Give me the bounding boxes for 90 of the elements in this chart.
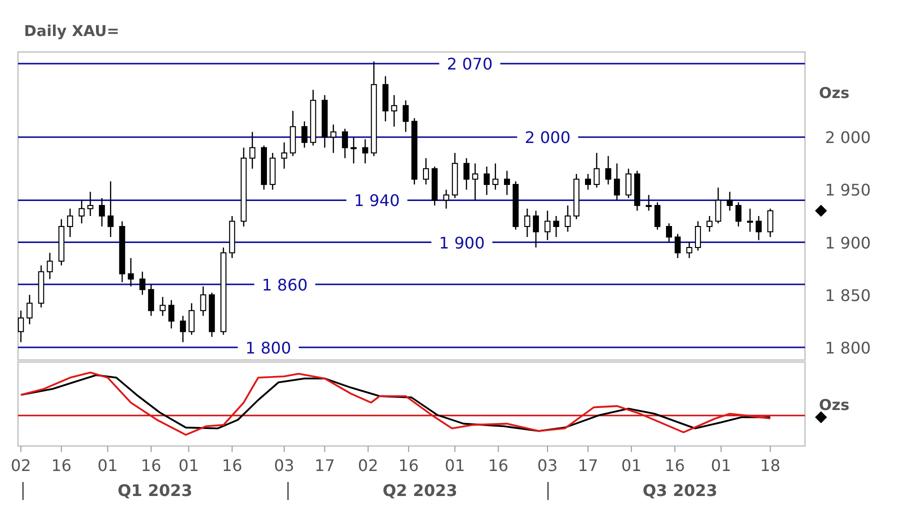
- y-tick-label: 2 000: [825, 128, 871, 148]
- y-tick-label: 1 900: [825, 233, 871, 252]
- x-tick-label: 01: [710, 456, 732, 475]
- candlestick: [492, 162, 498, 190]
- x-tick-label: 16: [488, 456, 508, 475]
- candlestick: [168, 299, 174, 330]
- candlestick: [654, 202, 660, 230]
- candlestick: [564, 204, 571, 232]
- candlestick: [391, 94, 398, 128]
- candlestick: [706, 215, 713, 232]
- y-tick-label: 1 950: [825, 180, 871, 200]
- candlestick: [78, 200, 85, 224]
- candlestick: [281, 142, 288, 170]
- ref-line-label: 2 000: [524, 128, 571, 148]
- chart-title: Daily XAU=: [24, 22, 120, 40]
- candlestick: [484, 166, 490, 196]
- x-tick-label: 01: [621, 456, 642, 475]
- text: Q2 2023: [382, 481, 458, 500]
- candlestick: [200, 286, 206, 316]
- candlestick: [180, 315, 186, 343]
- candlestick: [674, 233, 681, 259]
- candlestick: [18, 310, 24, 343]
- y-axis-title: Ozs: [819, 84, 850, 102]
- y-axis-title: Ozs: [819, 396, 850, 414]
- candlestick: [472, 162, 478, 201]
- ref-line-label: 1 940: [354, 191, 400, 210]
- candlestick: [422, 158, 429, 186]
- candlestick: [108, 180, 114, 238]
- x-tick-label: 01: [98, 456, 118, 475]
- candlestick: [626, 168, 632, 199]
- ref-line-label: 2 070: [446, 54, 493, 74]
- y-tick-label: 1 800: [825, 338, 871, 358]
- x-tick-label: 16: [140, 456, 162, 475]
- candlestick: [350, 136, 357, 164]
- candlestick: [756, 215, 762, 241]
- candlestick: [726, 191, 733, 212]
- x-tick-label: 02: [358, 456, 378, 475]
- text: Q3 2023: [642, 481, 718, 500]
- y-tick-label: 1 850: [825, 286, 871, 305]
- candlestick: [330, 124, 336, 154]
- candlestick: [362, 138, 368, 164]
- candlestick: [148, 284, 154, 316]
- ref-line-label: 1 900: [438, 233, 485, 252]
- candlestick: [524, 208, 530, 238]
- candlestick: [139, 271, 146, 296]
- x-tick-label: 16: [398, 456, 419, 475]
- candlestick: [98, 198, 105, 228]
- candlestick: [594, 152, 600, 188]
- x-tick-label: 17: [578, 456, 598, 475]
- candlestick: [160, 296, 166, 316]
- candlestick: [463, 158, 470, 190]
- candlestick: [301, 120, 308, 148]
- x-tick-label: 01: [178, 456, 199, 475]
- candlestick: [553, 215, 560, 238]
- ref-line-label: 1 860: [262, 275, 308, 294]
- x-tick-label: 18: [760, 456, 780, 475]
- x-tick-label: 03: [537, 456, 558, 475]
- candlestick: [715, 187, 722, 224]
- ref-line-label: 1 800: [245, 338, 292, 358]
- candlestick: [46, 252, 53, 280]
- candlestick: [87, 191, 94, 217]
- x-tick-label: 16: [222, 456, 242, 475]
- candlestick: [402, 100, 409, 132]
- candlestick: [188, 302, 195, 336]
- candlestick: [735, 202, 742, 228]
- candlestick: [646, 194, 652, 212]
- candlestick: [614, 162, 620, 201]
- x-tick-label: 17: [314, 456, 335, 475]
- candlestick: [767, 208, 774, 238]
- candlestick: [128, 257, 134, 288]
- x-tick-label: 01: [444, 456, 466, 475]
- candlestick: [67, 208, 74, 238]
- candlestick: [694, 220, 701, 252]
- candlestick: [504, 170, 510, 196]
- candlestick: [605, 155, 612, 186]
- x-tick-label: 16: [664, 456, 685, 475]
- x-tick-label: 16: [51, 456, 72, 475]
- x-tick-label: 03: [274, 456, 294, 475]
- candlestick: [666, 222, 672, 243]
- candlestick: [747, 208, 754, 232]
- candlestick: [544, 210, 550, 241]
- candlestick: [342, 128, 348, 159]
- candlestick: [584, 173, 591, 190]
- candlestick: [443, 189, 450, 210]
- candlestick: [532, 210, 539, 248]
- candlestick: [686, 242, 692, 259]
- text: Q1 2023: [118, 481, 192, 500]
- x-tick-label: 02: [10, 456, 32, 475]
- candlestick: [26, 294, 33, 325]
- candlestick: [249, 131, 256, 170]
